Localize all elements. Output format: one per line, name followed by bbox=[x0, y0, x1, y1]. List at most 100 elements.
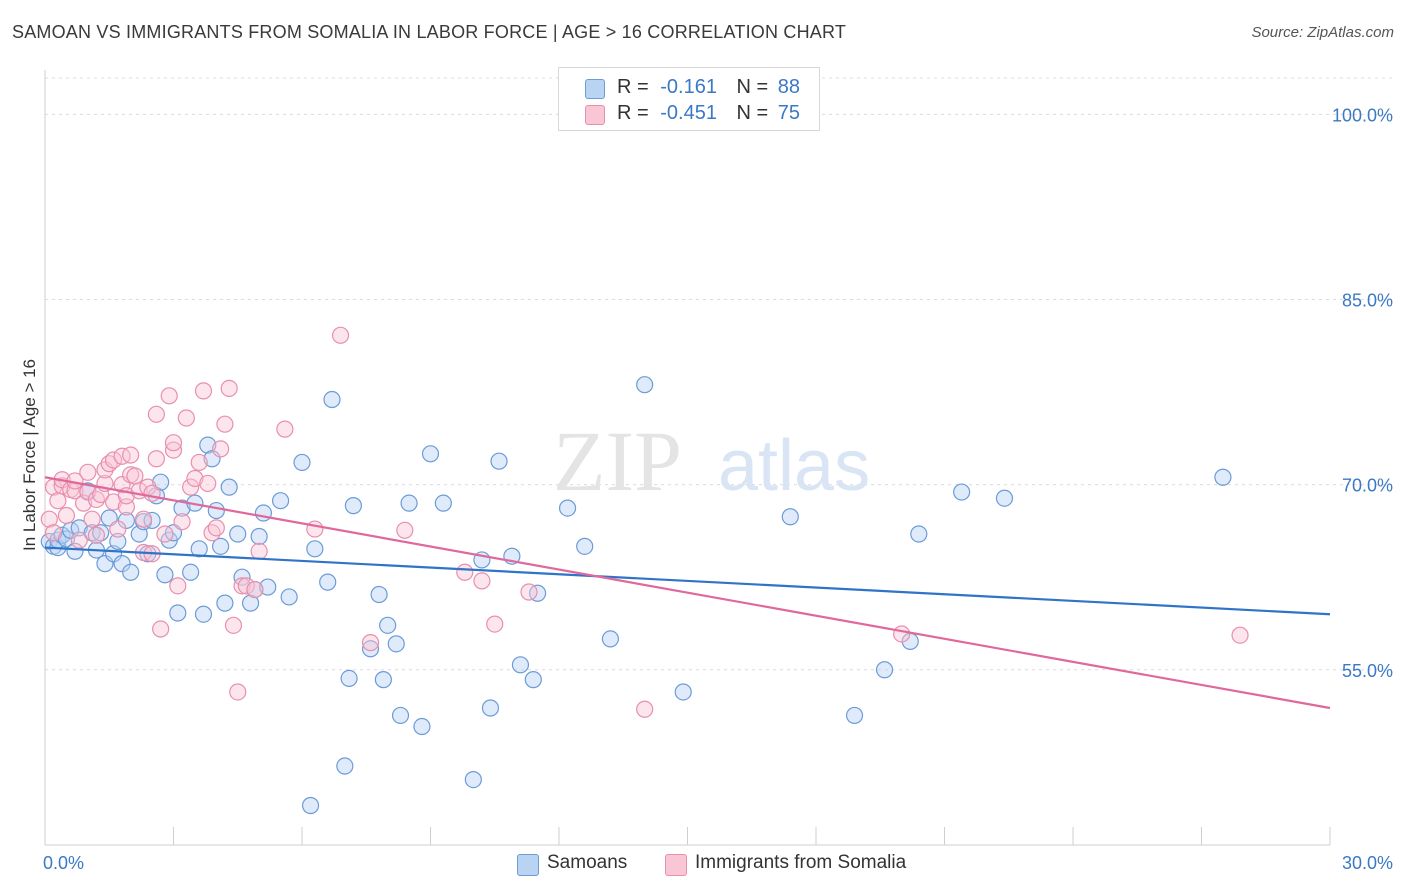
legend-n-label: N = bbox=[736, 102, 769, 124]
data-point bbox=[182, 563, 200, 581]
data-point bbox=[379, 616, 397, 634]
data-point bbox=[173, 513, 191, 531]
data-point bbox=[87, 526, 106, 544]
source-credit: Source: ZipAtlas.com bbox=[1251, 24, 1394, 41]
data-point bbox=[528, 584, 547, 602]
data-point bbox=[293, 453, 311, 472]
data-point bbox=[109, 532, 127, 551]
data-point bbox=[674, 683, 692, 701]
data-point bbox=[190, 453, 208, 472]
data-point bbox=[601, 630, 620, 648]
samoans-points bbox=[40, 376, 1232, 815]
data-point bbox=[212, 537, 230, 555]
data-point bbox=[182, 478, 200, 496]
data-point bbox=[344, 497, 362, 515]
data-point bbox=[147, 405, 165, 423]
legend-label-somalia: Immigrants from Somalia bbox=[695, 852, 907, 873]
y-tick-label: 70.0% bbox=[1342, 476, 1393, 496]
data-point bbox=[143, 484, 161, 502]
data-point bbox=[473, 572, 491, 590]
y-axis-label: In Labor Force | Age > 16 bbox=[20, 359, 39, 551]
data-point bbox=[233, 568, 251, 586]
data-point bbox=[113, 447, 131, 465]
data-point bbox=[910, 525, 928, 543]
data-point bbox=[434, 494, 452, 512]
data-point bbox=[995, 489, 1014, 507]
tick-labels: 55.0% 70.0% 85.0% 100.0% 0.0% 30.0% bbox=[43, 105, 1393, 873]
data-point bbox=[207, 501, 225, 520]
stats-legend: R = -0.161 N = 88 R = -0.451 N = 75 bbox=[558, 67, 820, 131]
data-point bbox=[147, 450, 165, 468]
y-tick-label: 85.0% bbox=[1342, 291, 1393, 311]
data-point bbox=[421, 445, 440, 463]
data-point bbox=[173, 499, 191, 517]
legend-r-value: -0.451 bbox=[660, 102, 717, 124]
data-point bbox=[374, 671, 392, 689]
data-point bbox=[186, 469, 204, 488]
data-point bbox=[207, 519, 225, 537]
data-point bbox=[143, 511, 161, 530]
data-point bbox=[306, 540, 324, 558]
trend-line-samoans bbox=[44, 546, 1331, 616]
data-point bbox=[104, 451, 123, 469]
data-point bbox=[229, 525, 247, 543]
data-point bbox=[361, 634, 380, 652]
data-point bbox=[481, 699, 500, 717]
legend-r-value: -0.161 bbox=[660, 76, 717, 98]
data-point bbox=[781, 508, 799, 526]
data-point bbox=[160, 387, 178, 405]
legend-label-samoans: Samoans bbox=[547, 852, 628, 873]
data-point bbox=[361, 640, 380, 658]
data-point bbox=[340, 669, 358, 687]
data-point bbox=[413, 717, 431, 736]
data-point bbox=[152, 620, 170, 638]
y-tick-label: 55.0% bbox=[1342, 661, 1393, 681]
legend-text-somalia: R = -0.451 N = 75 bbox=[617, 102, 800, 125]
data-point bbox=[396, 521, 414, 539]
data-point bbox=[229, 683, 247, 701]
data-point bbox=[220, 478, 238, 496]
data-point bbox=[1214, 468, 1232, 486]
data-point bbox=[156, 566, 174, 584]
data-point bbox=[199, 474, 217, 493]
data-point bbox=[169, 604, 187, 622]
data-point bbox=[79, 463, 97, 481]
data-point bbox=[636, 376, 654, 394]
data-point bbox=[464, 770, 482, 789]
data-point bbox=[44, 524, 63, 542]
data-point bbox=[220, 379, 238, 397]
somalia-points bbox=[40, 326, 1249, 718]
legend-text-samoans: R = -0.161 N = 88 bbox=[617, 76, 800, 99]
data-point bbox=[246, 580, 264, 599]
data-point bbox=[576, 537, 594, 555]
data-point bbox=[66, 542, 84, 560]
data-point bbox=[74, 494, 93, 512]
data-point bbox=[400, 494, 418, 512]
data-point bbox=[122, 446, 140, 464]
data-point bbox=[276, 420, 294, 438]
data-point bbox=[259, 578, 277, 596]
data-point bbox=[109, 520, 127, 538]
data-point bbox=[486, 615, 504, 633]
data-point bbox=[490, 452, 508, 470]
axes bbox=[44, 70, 1331, 846]
data-point bbox=[524, 671, 542, 689]
legend-n-value: 88 bbox=[777, 76, 801, 98]
data-point bbox=[893, 625, 911, 643]
data-point bbox=[511, 656, 530, 674]
data-point bbox=[199, 436, 217, 454]
data-point bbox=[70, 531, 88, 549]
data-point bbox=[953, 483, 971, 501]
data-point bbox=[169, 577, 187, 595]
data-point bbox=[237, 577, 255, 595]
data-point bbox=[520, 583, 538, 601]
data-point bbox=[40, 510, 58, 528]
series-legend: Samoans Immigrants from Somalia bbox=[0, 852, 1406, 878]
data-point bbox=[126, 467, 144, 485]
x-tick-label: 30.0% bbox=[1342, 853, 1393, 873]
legend-n-label: N = bbox=[736, 76, 769, 98]
data-point bbox=[83, 510, 101, 528]
data-point bbox=[391, 706, 410, 725]
data-point bbox=[242, 594, 260, 612]
